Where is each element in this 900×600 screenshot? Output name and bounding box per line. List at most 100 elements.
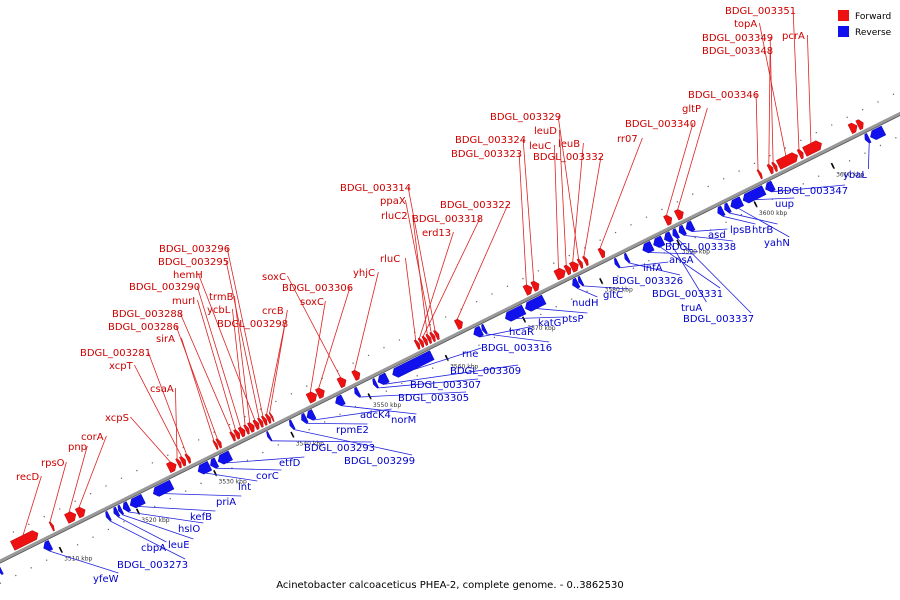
reverse-gene[interactable]: [208, 457, 220, 470]
forward-gene[interactable]: [421, 335, 430, 346]
tick-mark: [290, 431, 295, 438]
forward-gene[interactable]: [175, 458, 184, 469]
forward-gene[interactable]: [74, 505, 87, 519]
reverse-gene[interactable]: [299, 412, 309, 424]
forward-gene[interactable]: [305, 390, 319, 404]
reverse-gene[interactable]: [353, 386, 362, 398]
forward-gene[interactable]: [212, 439, 220, 451]
forward-gene[interactable]: [530, 280, 542, 292]
reverse-gene[interactable]: [741, 185, 767, 205]
forward-gene[interactable]: [243, 424, 251, 435]
reverse-gene-label: BDGL_003299: [344, 456, 415, 467]
forward-gene[interactable]: [433, 329, 441, 341]
forward-gene[interactable]: [166, 460, 178, 474]
reverse-gene[interactable]: [196, 460, 213, 476]
reverse-gene[interactable]: [151, 479, 175, 498]
forward-gene[interactable]: [582, 255, 590, 267]
forward-gene[interactable]: [264, 413, 273, 424]
reverse-gene[interactable]: [305, 409, 317, 421]
scale-dot: [290, 393, 293, 395]
reverse-gene[interactable]: [128, 494, 146, 509]
forward-gene[interactable]: [252, 419, 261, 431]
forward-gene[interactable]: [775, 151, 800, 170]
reverse-gene[interactable]: [570, 277, 581, 290]
forward-gene[interactable]: [663, 213, 674, 226]
reverse-gene[interactable]: [576, 275, 585, 287]
reverse-gene-label: BDGL_003338: [665, 242, 736, 253]
forward-gene[interactable]: [268, 412, 275, 422]
reverse-gene[interactable]: [684, 220, 696, 233]
leader-line: [128, 511, 204, 524]
scale-dot: [632, 267, 635, 270]
forward-gene[interactable]: [257, 417, 265, 428]
forward-gene[interactable]: [429, 331, 438, 343]
reverse-gene[interactable]: [651, 235, 666, 250]
reverse-gene[interactable]: [121, 501, 132, 514]
reverse-gene[interactable]: [722, 202, 732, 214]
forward-gene[interactable]: [522, 283, 534, 296]
forward-gene[interactable]: [351, 369, 363, 381]
reverse-gene[interactable]: [480, 323, 488, 335]
forward-gene[interactable]: [425, 333, 434, 345]
forward-gene[interactable]: [847, 121, 859, 134]
reverse-gene[interactable]: [728, 196, 745, 211]
forward-gene[interactable]: [64, 510, 78, 524]
forward-gene[interactable]: [756, 169, 764, 180]
reverse-gene[interactable]: [863, 133, 872, 144]
forward-gene[interactable]: [229, 431, 238, 442]
reverse-gene[interactable]: [216, 450, 233, 466]
reverse-gene[interactable]: [265, 431, 273, 442]
reverse-gene[interactable]: [662, 231, 674, 244]
forward-gene[interactable]: [569, 260, 580, 273]
reverse-gene[interactable]: [868, 125, 887, 141]
forward-gene[interactable]: [553, 266, 568, 281]
forward-gene-label: xcpS: [105, 413, 129, 424]
reverse-gene[interactable]: [116, 504, 125, 515]
forward-gene[interactable]: [771, 161, 780, 172]
forward-gene[interactable]: [260, 415, 269, 426]
forward-gene[interactable]: [674, 208, 685, 221]
forward-gene[interactable]: [215, 438, 224, 449]
reverse-gene[interactable]: [623, 252, 631, 264]
reverse-gene[interactable]: [0, 564, 4, 575]
reverse-gene[interactable]: [104, 510, 112, 522]
reverse-gene[interactable]: [471, 325, 484, 339]
forward-gene[interactable]: [855, 118, 866, 131]
forward-gene-label: xcpT: [109, 361, 134, 372]
forward-gene[interactable]: [237, 426, 247, 438]
reverse-gene[interactable]: [640, 240, 655, 255]
reverse-gene[interactable]: [41, 540, 54, 552]
forward-gene[interactable]: [48, 521, 56, 532]
scale-dot: [445, 316, 447, 318]
forward-gene[interactable]: [10, 529, 40, 551]
forward-gene[interactable]: [417, 337, 426, 348]
reverse-gene[interactable]: [288, 419, 296, 430]
forward-gene[interactable]: [766, 163, 775, 175]
reverse-gene[interactable]: [613, 257, 621, 269]
forward-gene[interactable]: [453, 318, 465, 330]
reverse-gene-label: gltC: [603, 290, 623, 301]
forward-gene[interactable]: [247, 421, 256, 433]
forward-gene[interactable]: [413, 339, 422, 350]
forward-gene[interactable]: [796, 148, 805, 160]
reverse-gene[interactable]: [523, 294, 547, 313]
reverse-gene[interactable]: [677, 224, 687, 237]
forward-gene[interactable]: [233, 428, 241, 440]
reverse-gene[interactable]: [715, 205, 726, 218]
reverse-gene[interactable]: [763, 180, 776, 194]
forward-gene[interactable]: [802, 139, 823, 157]
forward-gene[interactable]: [184, 453, 193, 464]
forward-gene[interactable]: [315, 386, 326, 399]
forward-gene[interactable]: [597, 247, 607, 259]
forward-gene[interactable]: [576, 258, 585, 269]
forward-gene[interactable]: [179, 455, 187, 467]
reverse-gene[interactable]: [371, 378, 379, 389]
reverse-gene[interactable]: [390, 350, 435, 380]
reverse-gene[interactable]: [112, 506, 121, 518]
forward-gene[interactable]: [336, 376, 348, 389]
reverse-gene[interactable]: [503, 304, 527, 323]
reverse-gene[interactable]: [376, 372, 390, 387]
forward-gene[interactable]: [563, 264, 573, 276]
reverse-gene[interactable]: [333, 394, 346, 408]
reverse-gene[interactable]: [671, 228, 680, 240]
